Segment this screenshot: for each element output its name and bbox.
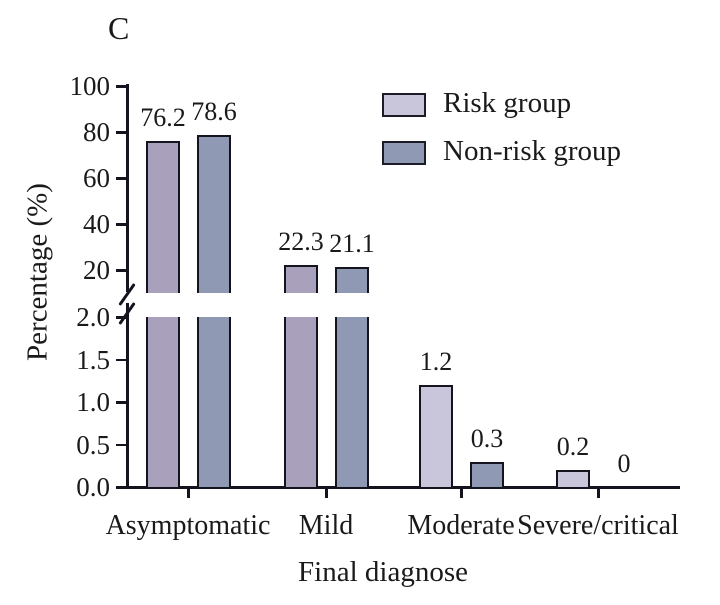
- bar-value-label: 21.1: [329, 229, 375, 259]
- bar-lower-segment: [197, 317, 231, 487]
- y-tick-label: 1.0: [76, 387, 110, 417]
- bar-non-risk-group-1: [335, 267, 369, 293]
- x-category-label: Mild: [298, 510, 354, 541]
- bar-lower-segment: [146, 317, 180, 487]
- y-tick: [116, 85, 126, 88]
- y-axis-lower-segment: [126, 303, 129, 489]
- legend-swatch-risk-group: [382, 93, 426, 117]
- y-tick: [116, 316, 126, 319]
- y-tick-label: 1.5: [76, 344, 110, 375]
- legend-swatch-non-risk-group: [382, 141, 426, 165]
- y-axis-upper-segment: [126, 84, 129, 292]
- y-tick: [116, 401, 126, 404]
- x-category-label: Asymptomatic: [105, 510, 271, 541]
- bar-value-label: 76.2: [140, 102, 186, 132]
- bar-value-label: 0.2: [556, 432, 590, 461]
- y-tick-label: 80: [83, 117, 110, 147]
- y-tick-label: 40: [83, 209, 110, 239]
- x-tick: [460, 488, 463, 498]
- x-category-label: Moderate: [407, 510, 515, 541]
- y-tick: [116, 443, 126, 446]
- x-tick: [597, 488, 600, 498]
- y-tick-label: 0.0: [76, 472, 110, 502]
- bar-value-label: 0.3: [470, 423, 504, 453]
- y-tick-label: 20: [83, 255, 110, 285]
- y-tick: [116, 358, 126, 361]
- legend-label-non-risk-group: Non-risk group: [443, 135, 622, 167]
- y-tick: [116, 269, 126, 272]
- y-tick-label: 60: [83, 163, 110, 193]
- y-tick-label: 2.0: [76, 302, 110, 332]
- bar-value-label: 1.2: [419, 347, 453, 376]
- x-axis-title: Final diagnose: [298, 556, 468, 588]
- x-category-label: Severe/critical: [517, 510, 679, 541]
- x-tick: [325, 488, 328, 498]
- y-tick: [116, 131, 126, 134]
- bar-non-risk-group-2: [470, 461, 504, 487]
- panel-label: C: [108, 10, 130, 46]
- legend-label-risk-group: Risk group: [443, 87, 572, 119]
- bar-lower-segment: [335, 317, 369, 487]
- bar-non-risk-group-0: [197, 135, 231, 293]
- x-axis-line: [126, 486, 680, 489]
- bar-value-label: 78.6: [191, 97, 237, 127]
- bar-value-label: 0: [617, 449, 631, 478]
- bar-risk-group-1: [284, 264, 318, 293]
- y-tick: [116, 486, 126, 489]
- y-tick-label: 0.5: [76, 429, 110, 460]
- y-tick-label: 100: [69, 71, 111, 101]
- bar-risk-group-0: [146, 140, 180, 293]
- bar-risk-group-2: [419, 385, 453, 487]
- y-tick: [116, 177, 126, 180]
- bar-lower-segment: [284, 317, 318, 487]
- bar-risk-group-3: [556, 470, 590, 487]
- bar-value-label: 22.3: [278, 226, 324, 256]
- x-tick: [187, 488, 190, 498]
- y-tick: [116, 223, 126, 226]
